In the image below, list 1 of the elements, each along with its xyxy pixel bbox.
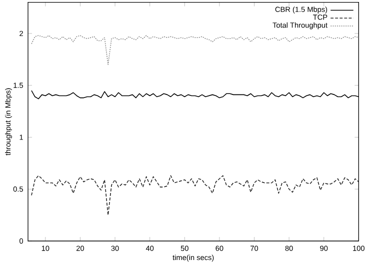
line-series bbox=[31, 35, 359, 65]
